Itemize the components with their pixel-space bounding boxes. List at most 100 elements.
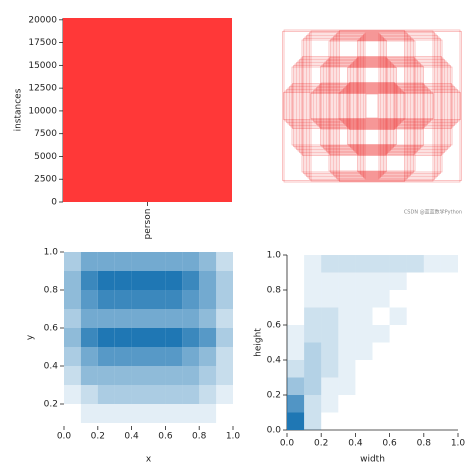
hist-cell: [114, 271, 132, 290]
hist-cell: [407, 273, 424, 291]
hist-cell: [80, 271, 98, 290]
hist-cell: [389, 255, 407, 273]
hist-cell: [165, 252, 183, 271]
y-tick-label: 1.0: [267, 251, 282, 261]
box-outline: [286, 89, 458, 123]
hist-cell: [441, 290, 458, 308]
hist-cell: [182, 347, 200, 366]
hist-cell: [199, 271, 217, 290]
hist-cell: [80, 404, 98, 423]
hist-cell: [165, 366, 183, 385]
hist-cell: [355, 272, 373, 290]
hist-cell: [304, 255, 322, 273]
x-tick-label: 0.0: [57, 432, 72, 442]
y-tick-label: 0.8: [44, 286, 59, 296]
hist-cell: [373, 343, 390, 361]
y-tick-label: 0.6: [44, 324, 59, 334]
hist-cell: [355, 290, 373, 308]
hist-cell: [199, 385, 217, 404]
box-outline: [337, 31, 407, 181]
hist-cell: [338, 325, 356, 343]
y-axis-label: y: [26, 334, 36, 340]
hist-cell: [441, 378, 458, 396]
hist-cell: [287, 325, 305, 343]
hist-cell: [114, 252, 132, 271]
hist-cell: [199, 309, 217, 328]
hist-cell: [304, 412, 322, 430]
hist-cell: [321, 395, 339, 413]
hist-cell: [64, 404, 81, 423]
hist-cell: [287, 395, 305, 413]
box-outline: [320, 82, 424, 130]
y-tick-label: 10000: [28, 106, 57, 116]
hist-cell: [64, 385, 81, 404]
x-tick-label: 1.0: [451, 439, 466, 449]
box-outline: [356, 58, 388, 154]
box-outline: [338, 92, 406, 120]
hist-cell: [97, 404, 115, 423]
hist-cell: [287, 360, 305, 378]
hist-cell: [131, 252, 149, 271]
hist-cell: [114, 328, 132, 347]
hist-cell: [131, 271, 149, 290]
hist-cell: [114, 347, 132, 366]
hist-cell: [304, 307, 322, 325]
box-outline: [293, 65, 451, 147]
hist-cell: [216, 347, 233, 366]
y-tick-label: 17500: [28, 38, 57, 48]
y-tick-label: 0.2: [267, 391, 281, 401]
hist-cell: [338, 342, 356, 360]
box-outline: [365, 93, 379, 119]
box-outline: [334, 34, 410, 178]
hist-cell: [424, 273, 441, 291]
hist-cell: [390, 290, 407, 308]
hist-cell: [321, 360, 339, 378]
x-tick-label: 0.0: [280, 439, 295, 449]
hist-cell: [80, 309, 98, 328]
hist-cell: [389, 272, 407, 290]
hist-cell: [424, 395, 441, 413]
hist-cell: [182, 404, 200, 423]
hist-cell: [97, 328, 115, 347]
box-outline: [347, 83, 397, 129]
y-tick-label: 2500: [34, 175, 57, 185]
y-tick-label: 7500: [34, 129, 57, 139]
hist-cell: [216, 290, 233, 309]
box-outline: [360, 37, 384, 175]
box-outline: [336, 33, 408, 179]
box-outline: [330, 39, 414, 173]
hist-cell: [321, 325, 339, 343]
hist-cell: [321, 377, 339, 395]
box-outline: [284, 90, 460, 122]
hist-cell: [373, 413, 390, 431]
hist-cell: [389, 307, 407, 325]
box-outline: [301, 39, 443, 173]
y-tick-label: 5000: [34, 152, 57, 162]
hist-cell: [216, 366, 233, 385]
box-outline: [324, 61, 420, 151]
x-tick-label: 0.6: [158, 432, 173, 442]
hist-cell: [182, 366, 200, 385]
hist-cell: [304, 272, 322, 290]
box-outline: [307, 33, 437, 179]
box-outline: [310, 30, 434, 182]
hist-cell: [355, 413, 372, 431]
x-tick-label: 0.2: [91, 432, 105, 442]
hist-cell: [97, 290, 115, 309]
x-tick-label: 0.4: [348, 439, 363, 449]
hist-cell: [338, 255, 356, 273]
hist-cell: [441, 273, 458, 291]
hist-cell: [64, 366, 81, 385]
box-outline: [304, 36, 440, 176]
y-tick-label: 0.6: [267, 321, 282, 331]
box-outline: [313, 90, 431, 122]
box-overlay: [282, 29, 462, 183]
x-tick-label: 0.4: [124, 432, 139, 442]
box-outline: [309, 32, 435, 180]
hist-cell: [407, 325, 424, 343]
hist-cell: [216, 271, 233, 290]
hist-cell: [148, 404, 166, 423]
box-outline: [310, 93, 434, 119]
